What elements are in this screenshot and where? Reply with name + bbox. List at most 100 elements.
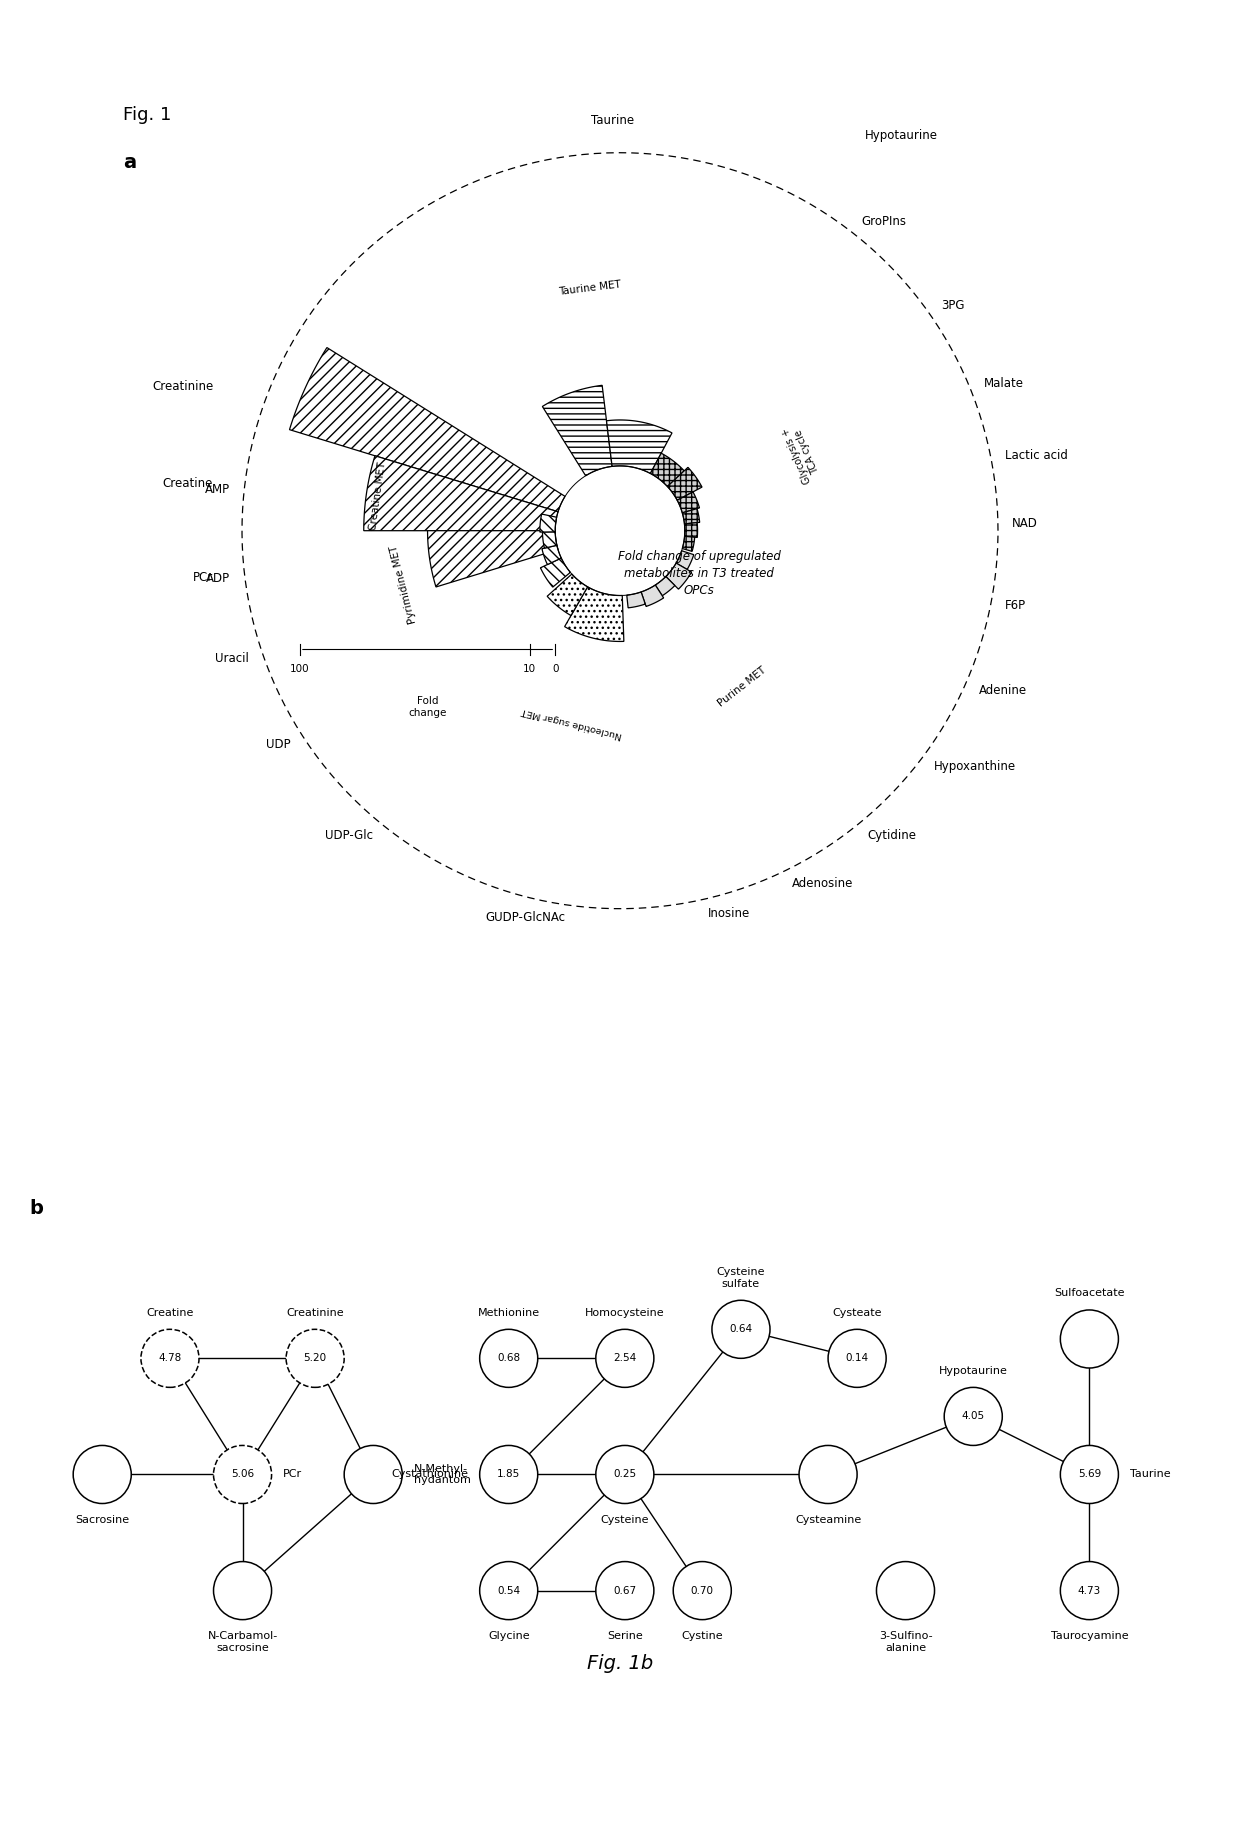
Polygon shape (289, 348, 565, 512)
Circle shape (673, 1562, 732, 1620)
Text: Fig. 1: Fig. 1 (123, 106, 171, 124)
Text: 0: 0 (552, 664, 558, 673)
Text: Cytidine: Cytidine (867, 829, 916, 841)
Circle shape (286, 1330, 345, 1388)
Text: Purine MET: Purine MET (715, 666, 768, 708)
Text: Uracil: Uracil (215, 651, 249, 666)
Text: Fold
change: Fold change (408, 697, 446, 719)
Polygon shape (363, 455, 558, 530)
Circle shape (480, 1445, 538, 1503)
Text: 5.20: 5.20 (304, 1353, 326, 1363)
Text: Serine: Serine (606, 1631, 642, 1641)
Text: a: a (123, 152, 136, 172)
Polygon shape (666, 563, 692, 589)
Circle shape (73, 1445, 131, 1503)
Text: 4.05: 4.05 (962, 1412, 985, 1421)
Circle shape (712, 1300, 770, 1359)
Text: Cysteine: Cysteine (600, 1514, 649, 1525)
Text: 0.68: 0.68 (497, 1353, 521, 1363)
Text: 3PG: 3PG (941, 300, 965, 313)
Text: 0.70: 0.70 (691, 1586, 714, 1595)
Text: ADP: ADP (206, 572, 231, 585)
Polygon shape (684, 523, 698, 538)
Text: 3-Sulfino-
alanine: 3-Sulfino- alanine (879, 1631, 932, 1653)
Circle shape (480, 1330, 538, 1388)
Polygon shape (682, 508, 699, 523)
Text: Taurine MET: Taurine MET (558, 280, 622, 296)
Circle shape (213, 1562, 272, 1620)
Text: UDP-Glc: UDP-Glc (325, 829, 373, 841)
Text: 0.25: 0.25 (614, 1469, 636, 1480)
Text: Glycine: Glycine (487, 1631, 529, 1641)
Text: Pyrimidine MET: Pyrimidine MET (389, 545, 418, 626)
Text: Sacrosine: Sacrosine (76, 1514, 129, 1525)
Polygon shape (606, 421, 672, 474)
Text: Nucleotide sugar MET: Nucleotide sugar MET (521, 706, 624, 739)
Circle shape (828, 1330, 887, 1388)
Text: Cysteine
sulfate: Cysteine sulfate (717, 1267, 765, 1289)
Text: Adenine: Adenine (978, 684, 1027, 697)
Text: PCr: PCr (193, 571, 213, 583)
Text: Cystathionine: Cystathionine (391, 1469, 467, 1480)
Text: 0.64: 0.64 (729, 1324, 753, 1335)
Polygon shape (547, 574, 588, 616)
Text: Creatinine: Creatinine (153, 380, 213, 393)
Circle shape (213, 1445, 272, 1503)
Text: Lactic acid: Lactic acid (1006, 450, 1068, 463)
Polygon shape (667, 468, 702, 501)
Text: 0.54: 0.54 (497, 1586, 521, 1595)
Text: Taurocyamine: Taurocyamine (1050, 1631, 1128, 1641)
Polygon shape (542, 532, 557, 549)
Text: 5.06: 5.06 (231, 1469, 254, 1480)
Text: Inosine: Inosine (708, 907, 750, 920)
Text: Hypotaurine: Hypotaurine (939, 1366, 1008, 1375)
Circle shape (1060, 1445, 1118, 1503)
Polygon shape (682, 536, 694, 551)
Polygon shape (655, 576, 675, 596)
Circle shape (141, 1330, 198, 1388)
Text: UDP: UDP (267, 737, 291, 752)
Text: 0.67: 0.67 (614, 1586, 636, 1595)
Text: 2.54: 2.54 (614, 1353, 636, 1363)
Circle shape (1060, 1562, 1118, 1620)
Text: 4.73: 4.73 (1078, 1586, 1101, 1595)
Text: Hypoxanthine: Hypoxanthine (934, 761, 1016, 774)
Text: Creatinine: Creatinine (286, 1308, 343, 1317)
Text: 10: 10 (523, 664, 536, 673)
Text: 1.85: 1.85 (497, 1469, 521, 1480)
Text: 0.14: 0.14 (846, 1353, 869, 1363)
Circle shape (1060, 1310, 1118, 1368)
Circle shape (595, 1562, 653, 1620)
Polygon shape (677, 492, 699, 512)
Text: Methionine: Methionine (477, 1308, 539, 1317)
Polygon shape (542, 545, 562, 565)
Text: b: b (30, 1198, 43, 1218)
Polygon shape (564, 587, 624, 642)
Text: N-Methyl-
hydantom: N-Methyl- hydantom (414, 1463, 471, 1485)
Text: Creatine MET: Creatine MET (368, 461, 387, 532)
Text: Cysteate: Cysteate (832, 1308, 882, 1317)
Text: N-Carbamol-
sacrosine: N-Carbamol- sacrosine (207, 1631, 278, 1653)
Text: Homocysteine: Homocysteine (585, 1308, 665, 1317)
Text: GroPIns: GroPIns (862, 216, 906, 229)
Circle shape (345, 1445, 402, 1503)
Text: 4.78: 4.78 (159, 1353, 181, 1363)
Text: Glycolysis +
TCA cycle: Glycolysis + TCA cycle (781, 421, 823, 485)
Text: PCr: PCr (283, 1469, 303, 1480)
Text: Creatine: Creatine (162, 477, 213, 490)
Polygon shape (428, 530, 558, 587)
Circle shape (877, 1562, 935, 1620)
Text: F6P: F6P (1006, 600, 1027, 613)
Text: GUDP-GlcNAc: GUDP-GlcNAc (485, 911, 565, 924)
Text: 100: 100 (290, 664, 310, 673)
Text: Cysteamine: Cysteamine (795, 1514, 862, 1525)
Circle shape (595, 1445, 653, 1503)
Polygon shape (542, 386, 613, 476)
Text: Hypotaurine: Hypotaurine (864, 128, 937, 143)
Circle shape (595, 1330, 653, 1388)
Text: AMP: AMP (205, 483, 229, 496)
Text: Cystine: Cystine (682, 1631, 723, 1641)
Text: Taurine: Taurine (591, 115, 635, 128)
Text: Creatine: Creatine (146, 1308, 193, 1317)
Text: Sulfoacetate: Sulfoacetate (1054, 1288, 1125, 1299)
